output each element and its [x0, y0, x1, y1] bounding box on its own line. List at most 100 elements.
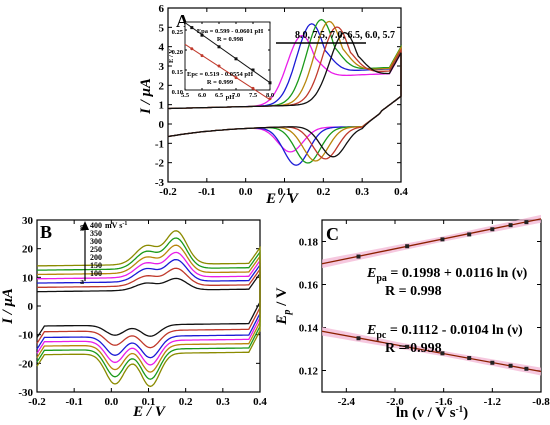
panel-a-ytick-label: -1	[155, 138, 164, 150]
inset-point-a	[217, 45, 221, 49]
legend-entry-label: 250	[90, 245, 102, 254]
panel-b-xtick-label: 0.0	[104, 396, 118, 408]
inset-point-c	[251, 86, 255, 90]
panel-c-data-point	[524, 220, 529, 225]
panel-a-ytick-label: 1	[159, 100, 165, 112]
panel-b-xtick-label: 0.2	[179, 396, 193, 408]
panel-c-eq-c-r: R = 0.998	[385, 341, 442, 356]
legend-arrow-top-label: g	[80, 222, 84, 231]
panel-c-data-point	[508, 363, 513, 368]
panel-a-y-label: I / μA	[138, 78, 154, 115]
panel-b-axis-ticks: -0.2 -0.1 0.0 0.1 0.2 0.3 0.4 -30 -20 -10 0 10 20 30	[18, 215, 267, 408]
legend-entry-label: 100	[90, 269, 102, 278]
panel-c-data-point	[508, 223, 513, 228]
legend-entry-label: 200	[90, 253, 102, 262]
panel-b-ytick-label: -10	[18, 330, 33, 342]
panel-c-data-point	[524, 366, 529, 371]
inset-plot-area	[184, 21, 271, 91]
panel-a-x-label: E / V	[265, 191, 300, 207]
inset-axis-ticks: 5.5 6.0 6.5 7.0 7.5 8.0 0.10 0.15 0.20 0.25	[172, 22, 274, 99]
panel-c-y-label: Ep / V	[274, 287, 293, 325]
panel-b-cv-curve	[36, 237, 261, 380]
panel-c-ytick-label: 0.14	[299, 323, 319, 335]
panel-c-ytick-label: 0.16	[299, 280, 319, 292]
panel-b-xtick-label: 0.4	[253, 396, 267, 408]
inset-point-a	[200, 33, 204, 37]
inset-point-c	[268, 97, 272, 101]
panel-b-ytick-label: 30	[22, 215, 34, 227]
inset-xtick-label: 6.5	[215, 92, 224, 99]
legend-entry-label: 350	[90, 229, 102, 238]
panel-a-ytick-label: 6	[159, 3, 165, 15]
panel-b-xtick-label: -0.2	[28, 396, 46, 408]
panel-a-ph-annotation: 8.0, 7.5, 7.0, 6.5, 6.0, 5.7	[295, 30, 395, 41]
inset-xtick-label: 6.0	[198, 92, 206, 99]
panel-b-ytick-label: -20	[18, 358, 33, 370]
inset-ytick-label: 0.15	[172, 69, 184, 76]
inset-fit-a-r: R = 0.998	[217, 36, 244, 43]
legend-entry-label: 150	[90, 261, 102, 270]
panel-b-xtick-label: -0.1	[65, 396, 82, 408]
inset-point-a	[251, 68, 255, 72]
panel-a-ytick-label: -2	[155, 158, 165, 170]
panel-c-data-point	[440, 237, 445, 242]
panel-c-data-point	[356, 254, 361, 259]
inset-fit-line-a	[184, 22, 271, 84]
panel-a-ytick-label: 3	[159, 61, 165, 73]
panel-a-xtick-label: 0.4	[394, 186, 408, 198]
panel-b-ytick-label: 10	[22, 272, 34, 284]
inset-content	[184, 22, 272, 101]
panel-b-xtick-label: 0.3	[216, 396, 230, 408]
legend-arrow-bottom-label: a	[80, 277, 84, 286]
panel-b-curves	[36, 230, 261, 388]
inset-y-label: E / V	[168, 49, 175, 63]
panel-c-ytick-label: 0.12	[299, 366, 319, 378]
panel-a-xtick-label: 0.0	[239, 186, 253, 198]
inset-xtick-label: 5.5	[181, 92, 190, 99]
inset-point-a	[190, 26, 194, 30]
panel-c-plot-area	[321, 219, 542, 393]
panel-c-xtick-label: -2.4	[338, 396, 356, 408]
inset-point-a	[268, 81, 272, 85]
inset-xtick-label: 8.0	[266, 92, 274, 99]
panel-c-fit-line	[321, 218, 542, 265]
inset-point-a	[234, 57, 238, 61]
panel-c-eq-a: Epa = 0.1998 + 0.0116 ln (ν)	[366, 266, 528, 284]
panel-c-xtick-label: -2.0	[386, 396, 404, 408]
panel-c-data-point	[405, 244, 410, 249]
panel-c-data-point	[490, 360, 495, 365]
panel-b-label: B	[40, 222, 52, 242]
legend-entry-label: 300	[90, 237, 102, 246]
panel-a-curves	[167, 18, 402, 166]
panel-b-y-label: I / μA	[0, 288, 16, 325]
panel-c-data-point	[467, 232, 472, 237]
panel-a-xtick-label: -0.1	[198, 186, 215, 198]
panel-c-data-point	[356, 336, 361, 341]
panel-a-xtick-label: 0.2	[316, 186, 330, 198]
inset-point-c	[190, 47, 194, 51]
panel-c-eq-c: Epc = 0.1112 - 0.0104 ln (ν)	[366, 323, 523, 341]
panel-c-data-point	[405, 344, 410, 349]
panel-b-x-label: E / V	[132, 404, 167, 420]
inset-point-c	[217, 64, 221, 68]
panel-c-data-point	[490, 227, 495, 232]
panel-a-ytick-label: 4	[159, 42, 165, 54]
panel-a-cv-curve	[167, 31, 402, 158]
panel-a-xtick-label: -0.2	[159, 186, 177, 198]
panel-b-ytick-label: -30	[18, 387, 33, 399]
legend-arrow-head	[81, 221, 89, 230]
panel-b-ytick-label: 20	[22, 244, 34, 256]
inset-x-label: pH	[226, 94, 235, 101]
panel-c-data-point	[467, 356, 472, 361]
inset-fit-c-equation: Epc = 0.519 - 0.0554 pH	[187, 71, 253, 78]
panel-c-xtick-label: -0.8	[532, 396, 550, 408]
panel-a-ytick-label: -3	[155, 177, 165, 189]
panel-a-ytick-label: 2	[159, 80, 165, 92]
inset-xtick-label: 7.5	[249, 92, 258, 99]
panel-c-content	[321, 214, 542, 376]
inset-fit-c-r: R = 0.999	[207, 79, 234, 86]
